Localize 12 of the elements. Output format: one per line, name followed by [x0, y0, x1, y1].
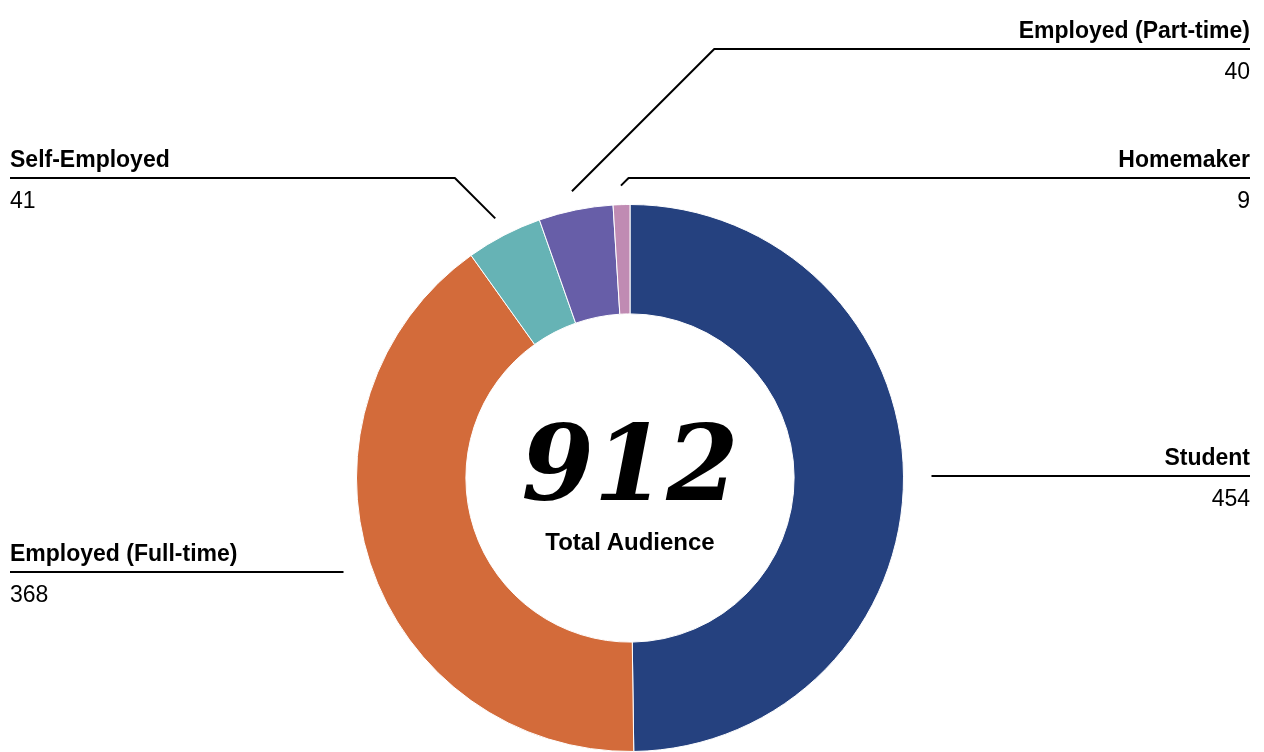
data-label: 368 — [10, 580, 49, 607]
slice-label: Employed (Full-time) — [10, 539, 238, 566]
data-label: 9 — [1237, 187, 1250, 213]
slice-label: Self-Employed — [10, 146, 170, 172]
slice-label: Homemaker — [1118, 146, 1251, 172]
data-label: 40 — [1224, 58, 1250, 84]
slice-label: Employed (Part-time) — [1018, 17, 1250, 43]
text: Total Audience — [545, 528, 715, 555]
text: 912 — [521, 402, 739, 525]
data-label: 41 — [10, 187, 36, 213]
data-label: 454 — [1211, 484, 1251, 511]
slice-label: Student — [1164, 443, 1251, 470]
